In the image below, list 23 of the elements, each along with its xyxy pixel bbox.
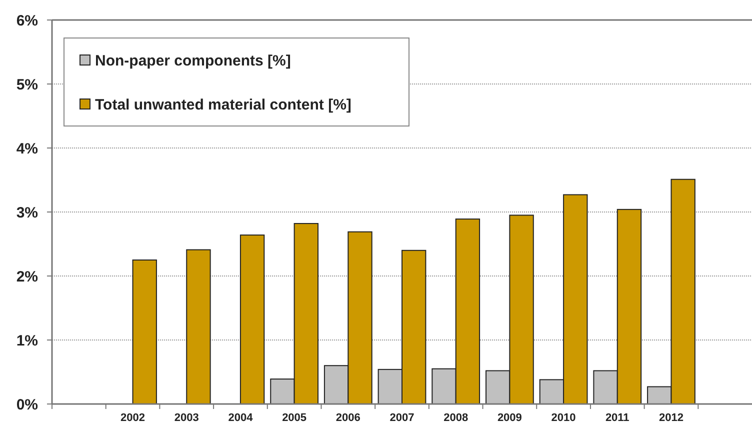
y-tick-label: 1% (16, 332, 38, 350)
y-tick-label: 4% (16, 140, 38, 158)
y-tick-label: 0% (16, 396, 38, 414)
y-tick-label: 6% (16, 12, 38, 30)
x-tick-label: 2012 (658, 412, 684, 424)
x-tick-label: 2005 (282, 412, 307, 424)
bar (240, 234, 265, 404)
bar (186, 249, 211, 404)
x-tick-label: 2011 (605, 412, 630, 424)
bar (132, 260, 157, 404)
x-tick-label: 2007 (390, 412, 414, 424)
x-tick-label: 2004 (228, 412, 254, 424)
x-tick-label: 2006 (336, 412, 360, 424)
x-tick-label: 2002 (120, 412, 146, 424)
y-tick-label: 3% (16, 204, 38, 222)
x-tick-label: 2008 (444, 412, 468, 424)
x-tick-label: 2009 (497, 412, 522, 424)
y-tick-label: 2% (16, 268, 38, 286)
x-tick-label: 2003 (174, 412, 199, 424)
legend-label: Non-paper components [%] (95, 52, 291, 70)
y-tick-label: 5% (16, 76, 38, 94)
x-tick-label: 2010 (551, 412, 576, 424)
legend-label: Total unwanted material content [%] (95, 96, 352, 114)
